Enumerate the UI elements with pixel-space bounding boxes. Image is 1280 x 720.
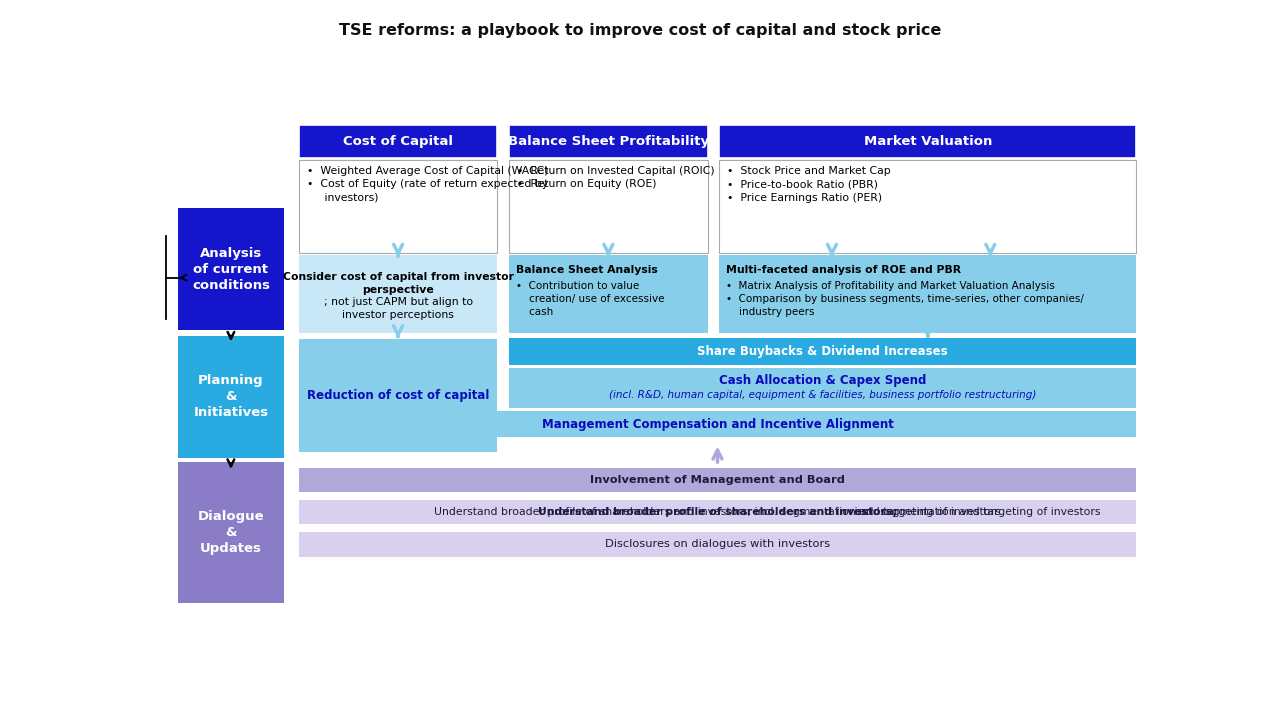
Text: •  Weighted Average Cost of Capital (WACC)
•  Cost of Equity (rate of return exp: • Weighted Average Cost of Capital (WACC… bbox=[307, 166, 548, 202]
FancyBboxPatch shape bbox=[719, 160, 1137, 253]
Text: Reduction of cost of capital: Reduction of cost of capital bbox=[307, 389, 489, 402]
FancyBboxPatch shape bbox=[300, 532, 1137, 557]
FancyBboxPatch shape bbox=[719, 125, 1137, 158]
FancyBboxPatch shape bbox=[509, 125, 708, 158]
FancyBboxPatch shape bbox=[300, 256, 498, 333]
FancyBboxPatch shape bbox=[178, 462, 284, 603]
FancyBboxPatch shape bbox=[178, 336, 284, 458]
Text: Analysis
of current
conditions: Analysis of current conditions bbox=[192, 247, 270, 292]
Text: incl. segmentation and targeting of investors: incl. segmentation and targeting of inve… bbox=[851, 507, 1101, 517]
Text: ; not just CAPM but align to
investor perceptions: ; not just CAPM but align to investor pe… bbox=[324, 297, 472, 320]
Text: Management Compensation and Incentive Alignment: Management Compensation and Incentive Al… bbox=[541, 418, 893, 431]
FancyBboxPatch shape bbox=[509, 160, 708, 253]
Text: •  Return on Invested Capital (ROIC)
•  Return on Equity (ROE): • Return on Invested Capital (ROIC) • Re… bbox=[517, 166, 714, 189]
FancyBboxPatch shape bbox=[509, 338, 1137, 365]
FancyBboxPatch shape bbox=[509, 256, 708, 333]
Text: •  Stock Price and Market Cap
•  Price-to-book Ratio (PBR)
•  Price Earnings Rat: • Stock Price and Market Cap • Price-to-… bbox=[727, 166, 891, 202]
FancyBboxPatch shape bbox=[178, 208, 284, 330]
Text: Understand broader profile of shareholders and investors;: Understand broader profile of shareholde… bbox=[538, 507, 897, 517]
Text: Consider cost of capital from investor
perspective: Consider cost of capital from investor p… bbox=[283, 272, 513, 295]
Text: Planning
&
Initiatives: Planning & Initiatives bbox=[193, 374, 269, 419]
Text: Cash Allocation & Capex Spend: Cash Allocation & Capex Spend bbox=[719, 374, 927, 387]
FancyBboxPatch shape bbox=[300, 160, 498, 253]
Text: Market Valuation: Market Valuation bbox=[864, 135, 992, 148]
Text: Understand broader profile of shareholders and investors; incl. segmentation and: Understand broader profile of shareholde… bbox=[434, 507, 1001, 517]
Text: TSE reforms: a playbook to improve cost of capital and stock price: TSE reforms: a playbook to improve cost … bbox=[339, 23, 941, 38]
FancyBboxPatch shape bbox=[719, 256, 1137, 333]
FancyBboxPatch shape bbox=[509, 368, 1137, 408]
Text: Dialogue
&
Updates: Dialogue & Updates bbox=[197, 510, 264, 555]
FancyBboxPatch shape bbox=[300, 338, 498, 452]
Text: Disclosures on dialogues with investors: Disclosures on dialogues with investors bbox=[605, 539, 829, 549]
Text: •  Contribution to value
    creation/ use of excessive
    cash: • Contribution to value creation/ use of… bbox=[516, 281, 664, 317]
Text: Balance Sheet Analysis: Balance Sheet Analysis bbox=[516, 266, 658, 276]
FancyBboxPatch shape bbox=[300, 468, 1137, 492]
FancyBboxPatch shape bbox=[300, 411, 1137, 437]
FancyBboxPatch shape bbox=[300, 500, 1137, 524]
Text: Balance Sheet Profitability: Balance Sheet Profitability bbox=[508, 135, 709, 148]
Text: Share Buybacks & Dividend Increases: Share Buybacks & Dividend Increases bbox=[698, 345, 948, 358]
Text: •  Matrix Analysis of Profitability and Market Valuation Analysis
•  Comparison : • Matrix Analysis of Profitability and M… bbox=[727, 281, 1084, 317]
Text: (incl. R&D, human capital, equipment & facilities, business portfolio restructur: (incl. R&D, human capital, equipment & f… bbox=[609, 390, 1037, 400]
Text: Involvement of Management and Board: Involvement of Management and Board bbox=[590, 475, 845, 485]
Text: Multi-faceted analysis of ROE and PBR: Multi-faceted analysis of ROE and PBR bbox=[727, 266, 961, 276]
FancyBboxPatch shape bbox=[300, 125, 498, 158]
Text: Cost of Capital: Cost of Capital bbox=[343, 135, 453, 148]
